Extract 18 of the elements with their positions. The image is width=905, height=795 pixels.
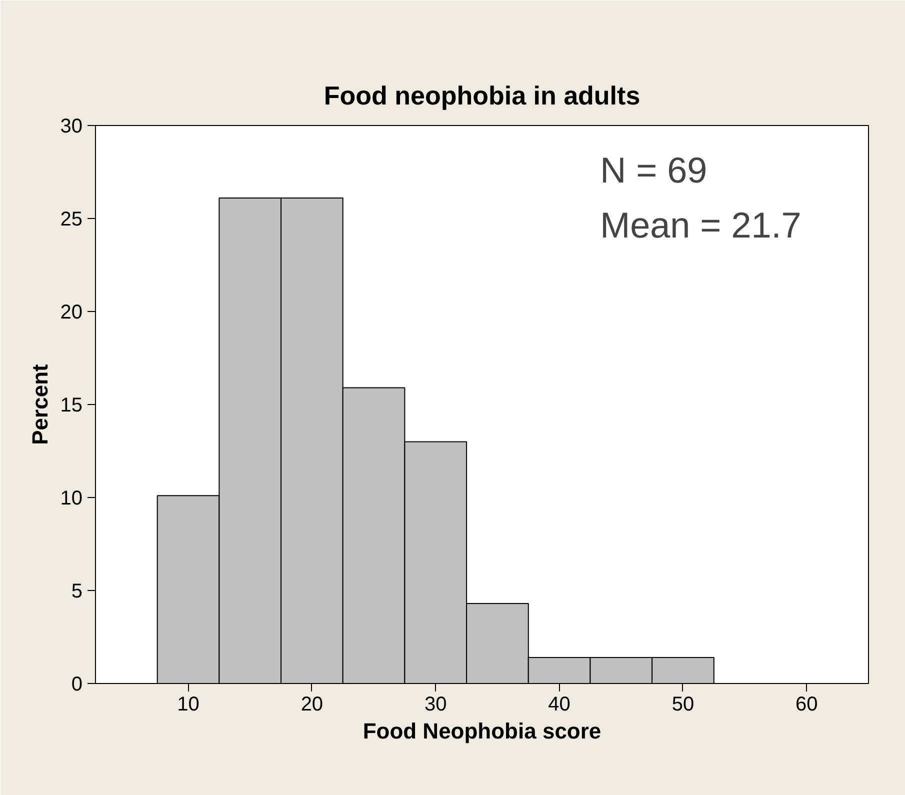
y-tick-label: 15 (60, 394, 83, 416)
y-tick-label: 30 (60, 116, 83, 138)
x-tick-label: 10 (177, 694, 200, 716)
x-tick-label: 60 (796, 694, 818, 716)
annotation: Mean = 21.7 (600, 204, 802, 246)
chart-title: Food neophobia in adults (324, 80, 640, 110)
y-tick-label: 0 (71, 674, 82, 696)
x-tick-label: 30 (424, 694, 447, 716)
x-tick-label: 20 (300, 694, 324, 716)
x-tick-label: 40 (548, 694, 570, 716)
y-axis-title: Percent (27, 363, 52, 445)
y-tick-label: 25 (60, 208, 83, 230)
y-tick-label: 20 (60, 302, 83, 324)
y-tick-label: 10 (60, 488, 83, 510)
x-tick-label: 50 (672, 694, 694, 716)
annotation: N = 69 (600, 150, 708, 191)
x-axis-title: Food Neophobia score (362, 718, 602, 744)
y-tick-label: 5 (71, 580, 82, 602)
